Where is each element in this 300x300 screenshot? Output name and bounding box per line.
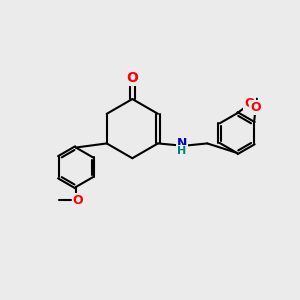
Text: O: O (126, 71, 138, 85)
Text: N: N (177, 136, 187, 149)
Text: H: H (177, 146, 186, 156)
Text: O: O (250, 101, 261, 114)
Text: O: O (244, 98, 255, 110)
Text: O: O (73, 194, 83, 207)
